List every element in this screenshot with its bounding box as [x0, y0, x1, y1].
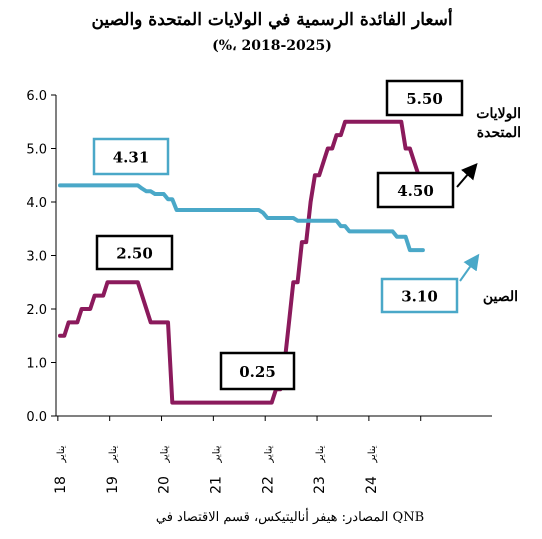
callout-label: 2.50	[116, 245, 153, 263]
x-tick-year: 21	[209, 476, 225, 494]
callout-label: 3.10	[401, 288, 438, 306]
x-tick-year: 22	[260, 476, 276, 494]
source-note: المصادر: هيفر أناليتيكس، قسم الاقتصاد في…	[156, 508, 424, 525]
series-label-us: المتحدة	[477, 125, 521, 141]
callout-label: 0.25	[239, 363, 276, 381]
callout-label: 4.50	[397, 182, 434, 200]
x-tick-year: 20	[157, 476, 173, 494]
y-tick-label: 6.0	[26, 89, 47, 104]
arrow-us	[456, 162, 478, 188]
x-tick-month: يناير	[263, 445, 274, 463]
x-tick-label: يناير 18	[53, 445, 69, 494]
x-tick-month: يناير	[56, 445, 67, 463]
x-tick-month: يناير	[367, 445, 378, 463]
series-labels: الولايات المتحدة الصين	[476, 106, 521, 305]
y-tick-label: 2.0	[26, 303, 47, 318]
x-tick-label: يناير 22	[260, 445, 276, 494]
series-line-us	[58, 119, 425, 405]
x-tick-month: يناير	[315, 445, 326, 463]
axes: 0.01.02.03.04.05.06.0يناير18يناير19يناير…	[26, 89, 492, 494]
series-label-us: الولايات	[476, 106, 521, 122]
y-tick-label: 4.0	[26, 196, 47, 211]
chart-subtitle: (%، 2018-2025)	[212, 38, 332, 54]
x-tick-month: يناير	[108, 445, 119, 463]
x-tick-label: يناير 19	[105, 445, 121, 494]
series-line-china	[58, 183, 425, 253]
x-tick-month: يناير	[160, 445, 171, 463]
x-tick-label: يناير 21	[209, 445, 225, 494]
x-tick-year: 24	[364, 476, 380, 494]
callout-box	[385, 79, 464, 117]
series-label-china: الصين	[483, 289, 518, 305]
callout-box	[219, 351, 296, 391]
y-tick-label: 3.0	[26, 250, 47, 265]
callouts: 4.31 2.50 0.25 5.50 4.50 3.10	[92, 79, 480, 391]
y-tick-label: 5.0	[26, 143, 47, 158]
x-tick-year: 18	[53, 476, 69, 494]
x-tick-label: يناير 24	[364, 445, 380, 494]
callout-box	[376, 171, 455, 209]
arrow-china	[459, 253, 480, 282]
callout-box	[92, 137, 170, 176]
callout-label: 5.50	[406, 90, 443, 108]
x-tick-label: يناير 23	[312, 445, 328, 494]
x-tick-year: 19	[105, 476, 121, 494]
callout-label: 4.31	[113, 149, 150, 167]
x-tick-month: يناير	[212, 445, 223, 463]
y-tick-label: 0.0	[26, 410, 47, 425]
y-tick-label: 1.0	[26, 357, 47, 372]
x-tick-label: يناير 20	[157, 445, 173, 494]
series-lines	[58, 119, 425, 405]
callout-box	[95, 234, 174, 271]
callout-box	[380, 277, 459, 314]
chart-title: أسعار الفائدة الرسمية في الولايات المتحد…	[91, 7, 452, 30]
x-tick-year: 23	[312, 476, 328, 494]
